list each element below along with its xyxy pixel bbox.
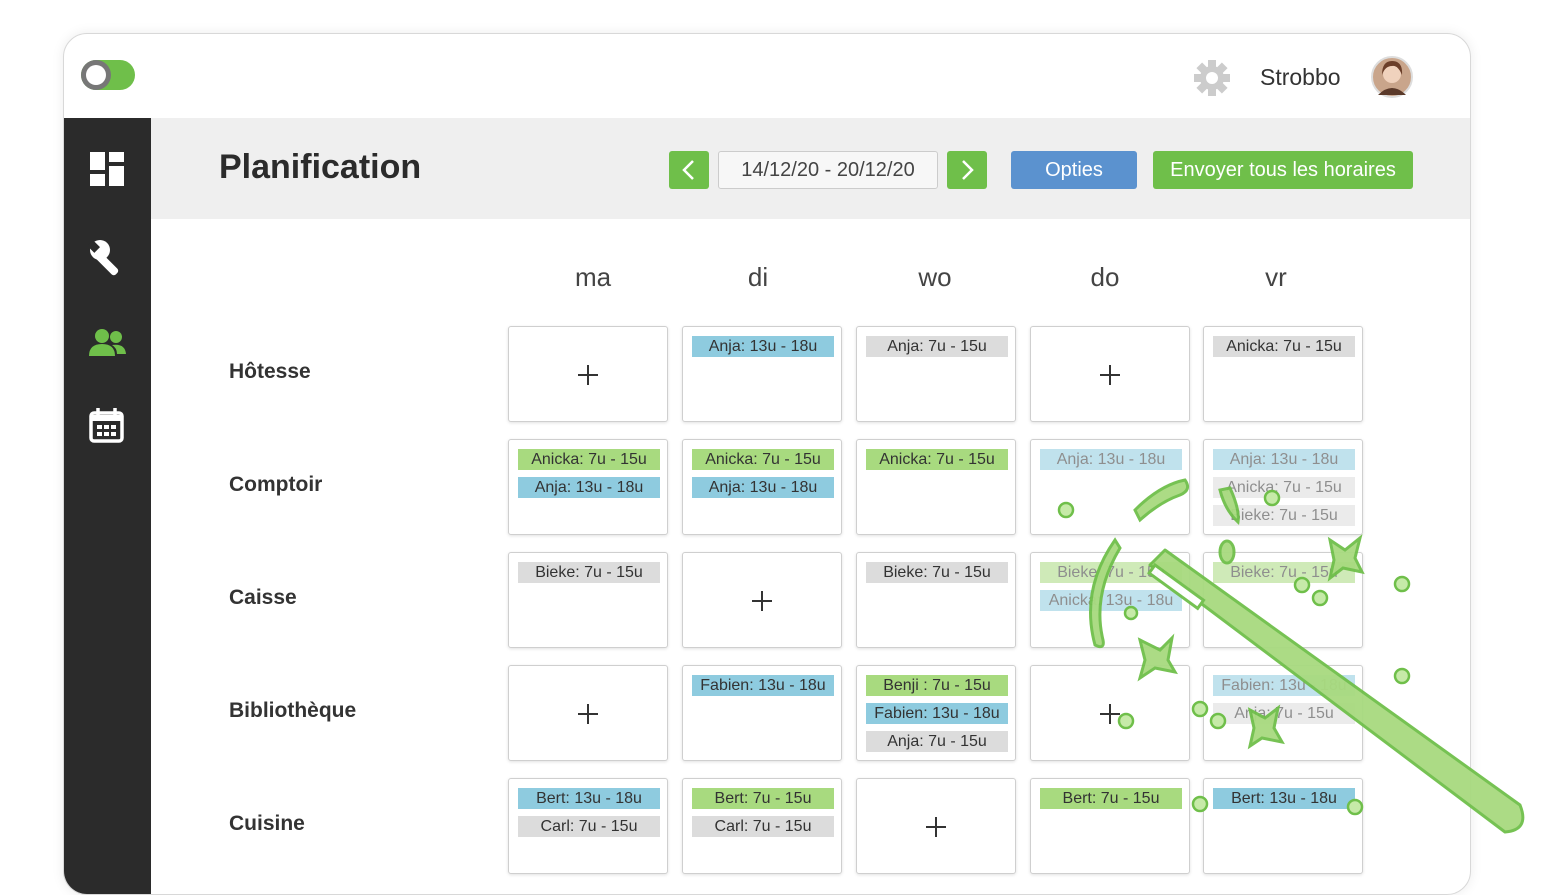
shift-cell: Bieke: 7u - 15u [856,552,1016,648]
shift-chip[interactable]: Fabien: 13u - 18u [1213,675,1355,696]
row-label: Cuisine [229,812,305,835]
add-icon[interactable] [576,702,600,726]
day-header: ma [574,262,612,292]
shift-chip[interactable]: Anicka: 7u - 15u [692,449,834,470]
shift-cell: Bert: 13u - 18u Carl: 7u - 15u [508,778,668,874]
shift-chip[interactable]: Anja: 13u - 18u [1040,449,1182,470]
shift-cell: Bert: 7u - 15u [1030,778,1190,874]
shift-cell: Anja: 7u - 15u [856,326,1016,422]
toggle[interactable] [80,59,136,93]
options-button[interactable]: Opties [1011,151,1137,189]
shift-cell: Bieke: 7u - 15u [1203,552,1363,648]
add-icon[interactable] [576,363,600,387]
shift-chip[interactable]: Bieke: 7u - 15u [1213,562,1355,583]
shift-cell: Bieke: 7u - 15u [508,552,668,648]
shift-cell: Benji : 7u - 15u Fabien: 13u - 18u Anja: 7… [856,665,1016,761]
row-label: Comptoir [229,473,323,496]
toolbar: Planification 14/12/20 - 20/12/20 Opties… [151,118,1470,219]
shift-chip[interactable]: Anicka: 13u - 18u [1040,590,1182,611]
shift-cell: Anicka: 7u - 15u [1203,326,1363,422]
add-icon[interactable] [1098,702,1122,726]
shift-cell[interactable] [856,778,1016,874]
shift-cell: Anja: 13u - 18u [682,326,842,422]
settings-icon[interactable] [1192,58,1232,98]
row-label: Bibliothèque [229,699,357,722]
shift-chip[interactable]: Bieke: 7u - 15u [518,562,660,583]
shift-cell[interactable] [1030,326,1190,422]
dashboard-icon[interactable] [90,152,126,188]
shift-cell[interactable] [508,665,668,761]
shift-cell[interactable] [1030,665,1190,761]
shift-chip[interactable]: Bert: 7u - 15u [1040,788,1182,809]
add-icon[interactable] [750,589,774,613]
day-header: vr [1265,262,1287,292]
add-icon[interactable] [924,815,948,839]
shift-cell: Bert: 13u - 18u [1203,778,1363,874]
shift-cell: Bieke: 7u - 15u Anicka: 13u - 18u [1030,552,1190,648]
shift-chip[interactable]: Anicka: 7u - 15u [1213,336,1355,357]
day-header: wo [918,262,952,292]
shift-chip[interactable]: Bieke: 7u - 15u [1040,562,1182,583]
shift-chip[interactable]: Anja: 7u - 15u [1213,703,1355,724]
calendar-icon[interactable] [89,408,125,444]
day-header: di [747,262,769,292]
row-label: Hôtesse [229,360,311,383]
shift-chip[interactable]: Anicka: 7u - 15u [1213,477,1355,498]
date-range[interactable]: 14/12/20 - 20/12/20 [718,151,938,189]
shift-chip[interactable]: Bieke: 7u - 15u [866,562,1008,583]
prev-week[interactable] [669,151,709,189]
shift-cell[interactable] [508,326,668,422]
shift-cell: Fabien: 13u - 18u [682,665,842,761]
shift-cell: Anicka: 7u - 15u Anja: 13u - 18u [682,439,842,535]
shift-chip[interactable]: Anja: 13u - 18u [518,477,660,498]
shift-cell: Anja: 13u - 18u Anicka: 7u - 15u Bieke: 7u… [1203,439,1363,535]
shift-chip[interactable]: Bert: 7u - 15u [692,788,834,809]
shift-cell: Anicka: 7u - 15u [856,439,1016,535]
user-name[interactable]: Strobbo [1260,64,1341,90]
shift-chip[interactable]: Anja: 7u - 15u [866,336,1008,357]
shift-chip[interactable]: Anja: 13u - 18u [692,336,834,357]
page: Strobbo Planification 14/12/20 - 20/12/2… [63,33,1525,895]
send-button[interactable]: Envoyer tous les horaires [1153,151,1413,189]
shift-chip[interactable]: Anja: 13u - 18u [692,477,834,498]
shift-chip[interactable]: Carl: 7u - 15u [692,816,834,837]
avatar[interactable] [1370,55,1414,99]
page-title: Planification [219,148,422,186]
shift-chip[interactable]: Bert: 13u - 18u [518,788,660,809]
shift-cell: Fabien: 13u - 18u Anja: 7u - 15u [1203,665,1363,761]
shift-cell: Anicka: 7u - 15u Anja: 13u - 18u [508,439,668,535]
team-icon[interactable] [88,328,128,358]
row-label: Caisse [229,586,297,609]
shift-chip[interactable]: Carl: 7u - 15u [518,816,660,837]
shift-chip[interactable]: Fabien: 13u - 18u [866,703,1008,724]
shift-chip[interactable]: Anja: 13u - 18u [1213,449,1355,470]
shift-chip[interactable]: Bert: 13u - 18u [1213,788,1355,809]
shift-chip[interactable]: Benji : 7u - 15u [866,675,1008,696]
shift-chip[interactable]: Anicka: 7u - 15u [866,449,1008,470]
shift-cell[interactable] [682,552,842,648]
shift-cell: Anja: 13u - 18u [1030,439,1190,535]
shift-cell: Bert: 7u - 15u Carl: 7u - 15u [682,778,842,874]
next-week[interactable] [947,151,987,189]
tools-icon[interactable] [88,238,128,278]
add-icon[interactable] [1098,363,1122,387]
shift-chip[interactable]: Fabien: 13u - 18u [692,675,834,696]
shift-chip[interactable]: Bieke: 7u - 15u [1213,505,1355,526]
shift-chip[interactable]: Anicka: 7u - 15u [518,449,660,470]
shift-chip[interactable]: Anja: 7u - 15u [866,731,1008,752]
sidebar [64,118,151,894]
day-header: do [1090,262,1120,292]
